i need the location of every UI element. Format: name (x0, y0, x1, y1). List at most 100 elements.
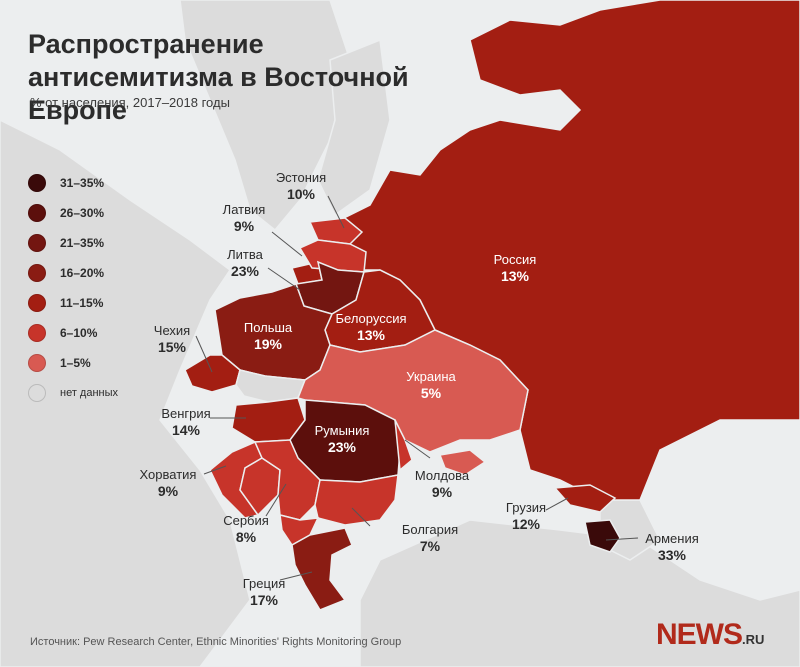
country-name: Литва (227, 247, 263, 262)
country-name: Украина (406, 369, 456, 384)
legend-item: 1–5% (28, 348, 118, 378)
legend-swatch (28, 204, 46, 222)
label-russia: Россия 13% (494, 252, 537, 284)
legend-swatch (28, 294, 46, 312)
label-hungary: Венгрия 14% (161, 406, 210, 438)
country-name: Молдова (414, 468, 470, 483)
leader-estonia (327, 195, 345, 229)
country-name: Эстония (275, 170, 327, 185)
legend-swatch (28, 174, 46, 192)
legend-swatch (28, 264, 46, 282)
country-value: 9% (157, 483, 179, 499)
country-name: Грузия (505, 500, 547, 515)
legend-label: 16–20% (60, 266, 105, 280)
leader-bulgaria (351, 507, 371, 527)
legend-swatch (28, 354, 46, 372)
country-value: 10% (286, 186, 316, 202)
label-belarus: Белоруссия 13% (335, 311, 406, 343)
legend-swatch (28, 384, 46, 402)
legend-item: 21–35% (28, 228, 118, 258)
country-name: Россия (493, 252, 537, 267)
country-value: 13% (500, 268, 530, 284)
label-bulgaria: Болгария 7% (402, 522, 458, 554)
country-name: Греция (242, 576, 286, 591)
country-value: 33% (657, 547, 687, 563)
country-value: 17% (249, 592, 279, 608)
label-croatia: Хорватия 9% (140, 467, 197, 499)
leader-greece (279, 571, 313, 581)
legend-label: 11–15% (60, 296, 104, 310)
leader-croatia (203, 465, 227, 475)
country-value: 12% (511, 516, 541, 532)
country-value: 14% (171, 422, 201, 438)
label-greece: Греция 17% (243, 576, 286, 608)
region-greece (291, 527, 353, 611)
country-name: Армения (645, 531, 699, 546)
label-serbia: Сербия 8% (223, 513, 269, 545)
legend-swatch (28, 234, 46, 252)
label-armenia: Армения 33% (645, 531, 699, 563)
legend-item: 6–10% (28, 318, 118, 348)
label-estonia: Эстония 10% (276, 170, 326, 202)
leader-armenia (605, 537, 639, 541)
country-name: Румыния (314, 423, 370, 438)
subtitle: % от населения, 2017–2018 годы (30, 95, 230, 110)
country-value: 13% (356, 327, 386, 343)
legend-label: нет данных (60, 387, 119, 399)
region-georgia (553, 484, 617, 513)
country-value: 8% (235, 529, 257, 545)
country-value: 9% (431, 484, 453, 500)
country-name: Венгрия (161, 406, 211, 421)
leader-moldova (404, 439, 431, 459)
land-turkey (359, 519, 800, 667)
land-western-europe (0, 119, 251, 667)
region-armenia (584, 519, 621, 553)
label-georgia: Грузия 12% (506, 500, 546, 532)
logo-main: NEWS (656, 618, 743, 651)
country-name: Хорватия (139, 467, 197, 482)
region-bulgaria (314, 474, 399, 526)
label-lithuania: Литва 23% (227, 247, 263, 279)
country-name: Польша (243, 320, 293, 335)
country-value: 9% (233, 218, 255, 234)
country-value: 5% (420, 385, 442, 401)
legend-label: 31–35% (60, 176, 105, 190)
leader-latvia (271, 231, 303, 257)
legend-item: 31–35% (28, 168, 118, 198)
label-czechia: Чехия 15% (154, 323, 190, 355)
legend-item: 26–30% (28, 198, 118, 228)
leader-lithuania (267, 267, 301, 291)
label-poland: Польша 19% (244, 320, 292, 352)
region-crimea (438, 449, 487, 476)
country-name: Латвия (222, 202, 266, 217)
label-ukraine: Украина 5% (406, 369, 456, 401)
country-value: 23% (230, 263, 260, 279)
legend-item: нет данных (28, 378, 118, 408)
country-value: 7% (419, 538, 441, 554)
brand-logo: NEWS.RU (656, 618, 764, 652)
legend-label: 21–35% (60, 236, 105, 250)
legend: 31–35% 26–30% 21–35% 16–20% 11–15% 6–10%… (28, 168, 118, 408)
label-moldova: Молдова 9% (415, 468, 469, 500)
leader-czechia (195, 335, 213, 373)
country-name: Чехия (153, 323, 191, 338)
region-ukraine (297, 329, 529, 453)
label-latvia: Латвия 9% (223, 202, 266, 234)
country-name: Сербия (223, 513, 269, 528)
region-moldova (394, 419, 413, 472)
country-value: 23% (327, 439, 357, 455)
land-finland (317, 38, 391, 217)
source-note: Источник: Pew Research Center, Ethnic Mi… (30, 636, 402, 648)
leader-georgia (545, 497, 569, 511)
legend-label: 26–30% (60, 206, 105, 220)
label-romania: Румыния 23% (315, 423, 370, 455)
legend-item: 16–20% (28, 258, 118, 288)
legend-item: 11–15% (28, 288, 118, 318)
country-name: Болгария (401, 522, 459, 537)
land-scandinavia (179, 0, 351, 232)
legend-label: 1–5% (60, 356, 91, 370)
legend-swatch (28, 324, 46, 342)
leader-serbia (265, 483, 287, 517)
country-value: 15% (157, 339, 187, 355)
